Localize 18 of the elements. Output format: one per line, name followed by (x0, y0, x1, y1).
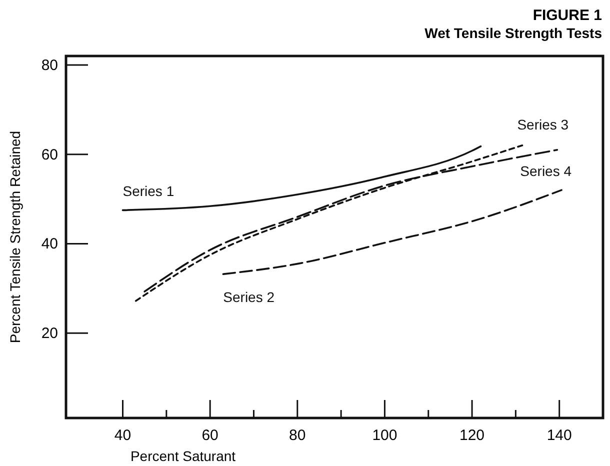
x-tick-label: 140 (546, 427, 572, 444)
series-label: Series 2 (223, 289, 275, 306)
x-tick-label: 120 (460, 427, 485, 444)
y-tick-label: 80 (41, 56, 58, 74)
x-tick-label: 100 (372, 427, 398, 444)
series-label: Series 3 (517, 116, 569, 132)
x-tick-label: 40 (114, 427, 132, 444)
y-tick-label: 60 (41, 146, 58, 164)
x-tick-label: 80 (289, 427, 306, 444)
x-tick-label: 60 (202, 427, 218, 444)
y-tick-label: 20 (41, 325, 58, 342)
x-axis-title: Percent Saturant (130, 448, 236, 464)
chart-title: FIGURE 1 (532, 7, 602, 24)
series-label: Series 1 (122, 183, 174, 200)
series-label: Series 4 (520, 162, 572, 179)
y-tick-label: 40 (41, 236, 58, 253)
y-axis-title: Percent Tensile Strength Retained (7, 130, 23, 344)
chart-subtitle: Wet Tensile Strength Tests (424, 25, 602, 41)
